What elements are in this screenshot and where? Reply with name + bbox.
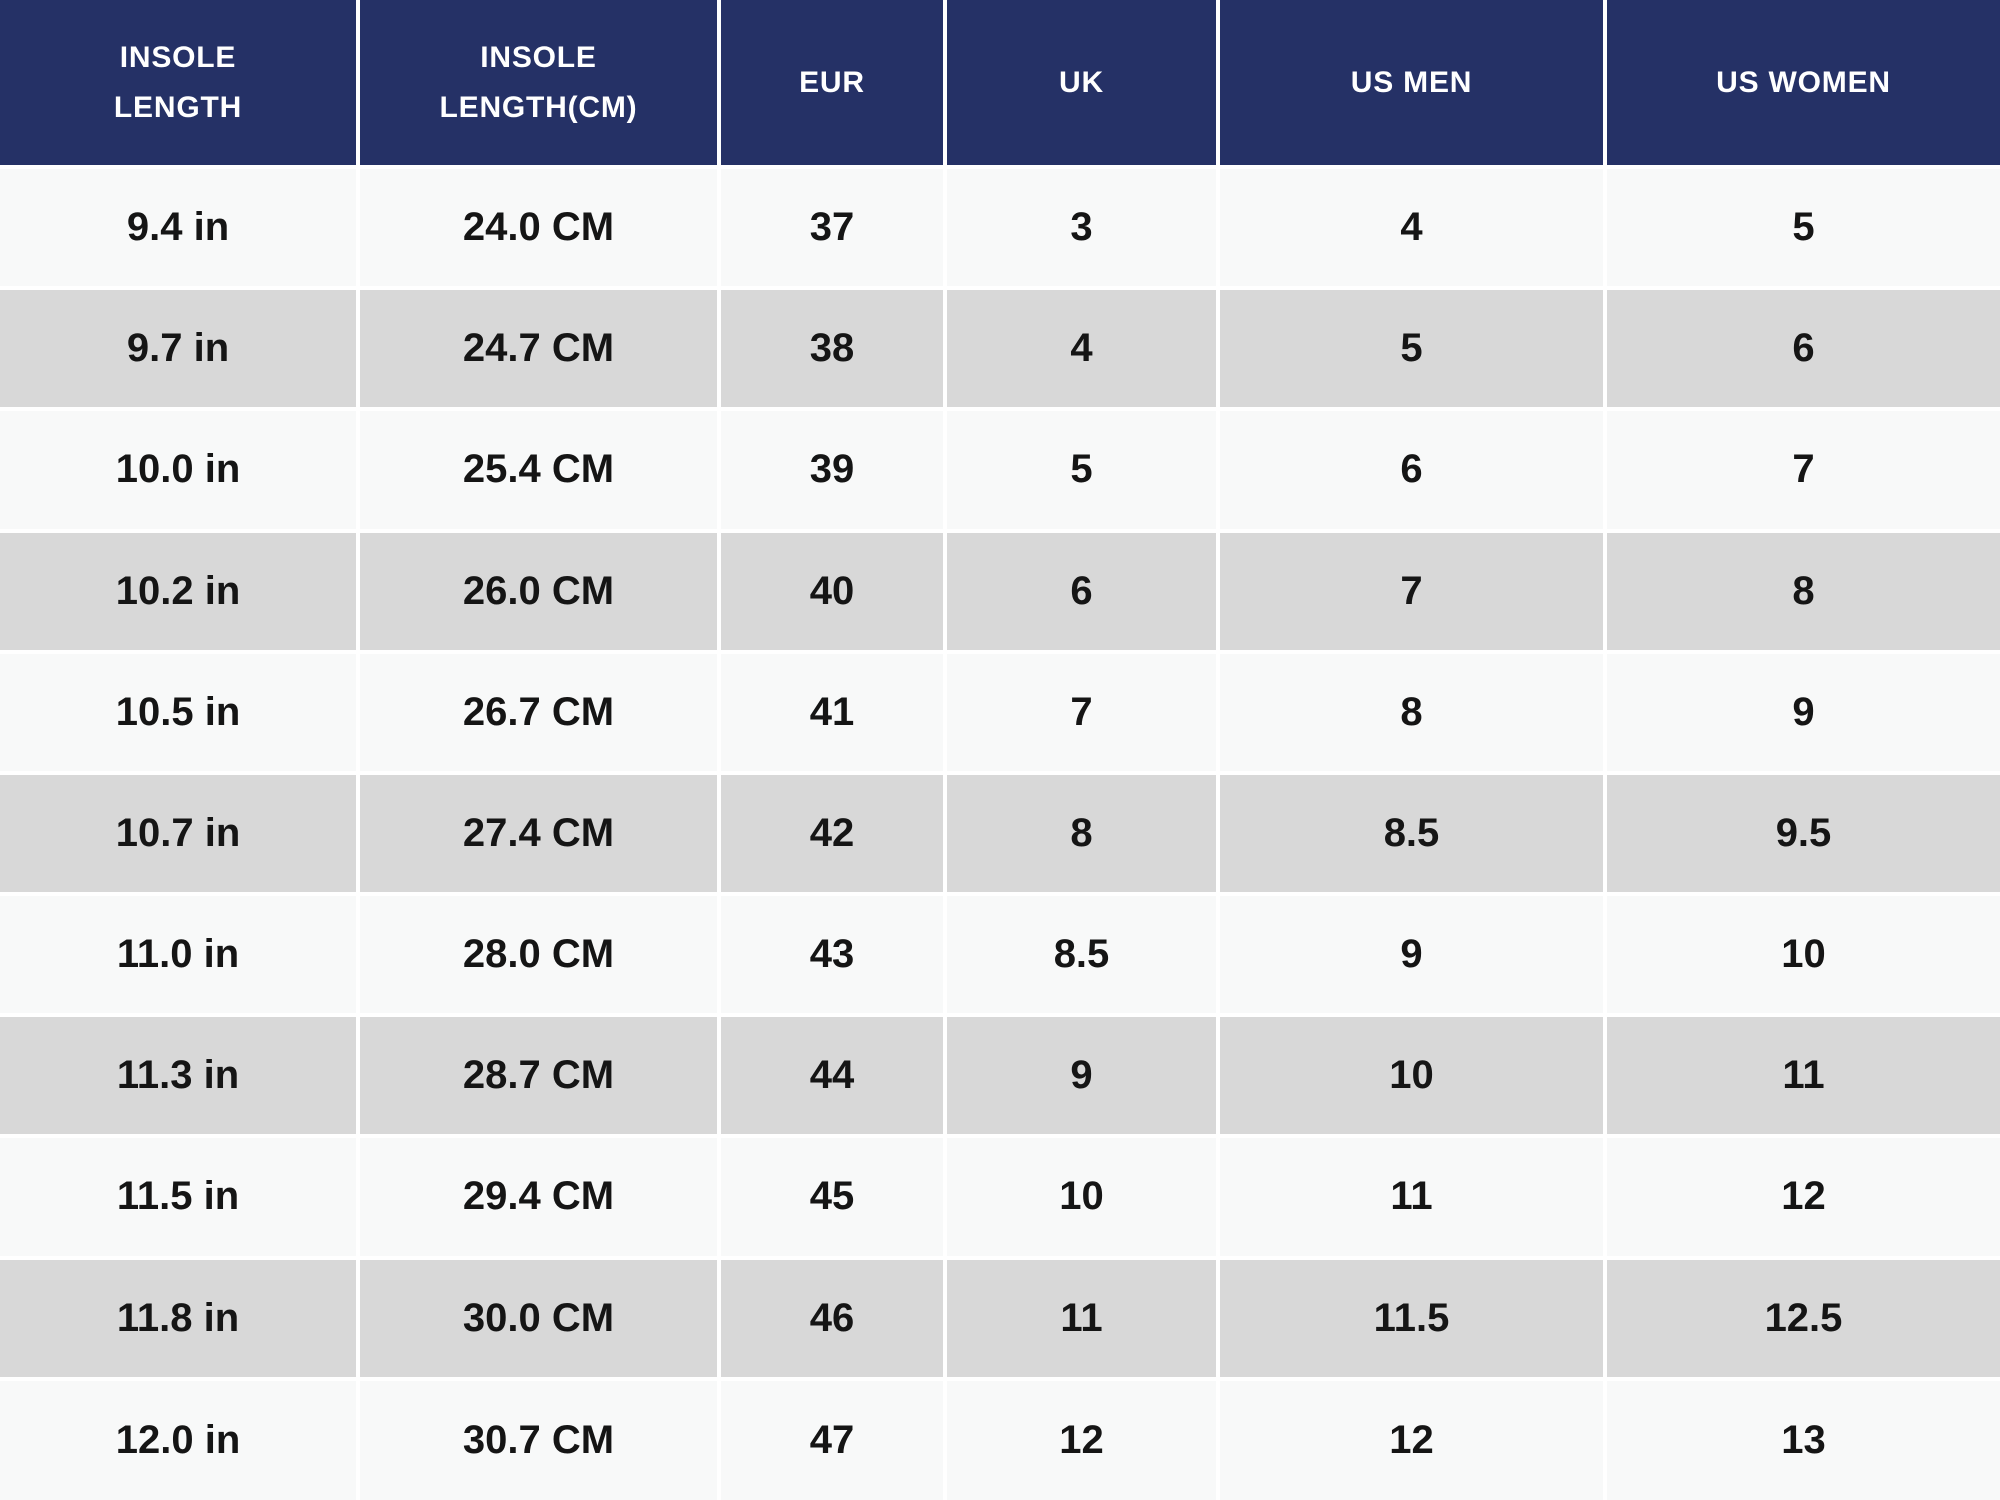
cell-us-men: 4 [1218, 164, 1607, 289]
cell-us-women: 5 [1605, 164, 2000, 289]
cell-insole-length-cm: 28.0 CM [358, 892, 721, 1016]
cell-eur: 43 [719, 892, 947, 1016]
header-cell-insole-length-cm: INSOLE LENGTH(CM) [358, 0, 721, 167]
cell-insole-length-cm: 28.7 CM [358, 1013, 721, 1137]
table-row: 11.8 in 30.0 CM 46 11 11.5 12.5 [0, 1255, 2000, 1379]
cell-uk: 10 [945, 1134, 1220, 1258]
cell-eur: 42 [719, 770, 947, 895]
cell-insole-length-cm: 30.0 CM [358, 1255, 721, 1379]
cell-us-men: 7 [1218, 528, 1607, 652]
cell-insole-length-cm: 26.0 CM [358, 528, 721, 652]
table-row: 11.3 in 28.7 CM 44 9 10 11 [0, 1013, 2000, 1137]
cell-us-men: 5 [1218, 286, 1607, 410]
cell-us-men: 10 [1218, 1013, 1607, 1137]
cell-us-men: 9 [1218, 892, 1607, 1016]
cell-us-women: 12.5 [1605, 1255, 2000, 1379]
cell-insole-length-cm: 27.4 CM [358, 770, 721, 895]
table-row: 9.7 in 24.7 CM 38 4 5 6 [0, 286, 2000, 410]
cell-us-women: 9 [1605, 649, 2000, 773]
cell-uk: 9 [945, 1013, 1220, 1137]
cell-us-men: 12 [1218, 1376, 1607, 1500]
cell-insole-length-cm: 26.7 CM [358, 649, 721, 773]
cell-insole-length: 11.8 in [0, 1255, 360, 1379]
cell-eur: 38 [719, 286, 947, 410]
table-row: 11.0 in 28.0 CM 43 8.5 9 10 [0, 892, 2000, 1016]
cell-us-women: 8 [1605, 528, 2000, 652]
cell-uk: 4 [945, 286, 1220, 410]
cell-eur: 47 [719, 1376, 947, 1500]
cell-insole-length: 10.2 in [0, 528, 360, 652]
header-cell-insole-length: INSOLE LENGTH [0, 0, 360, 167]
cell-uk: 7 [945, 649, 1220, 773]
cell-us-women: 12 [1605, 1134, 2000, 1258]
cell-us-men: 11 [1218, 1134, 1607, 1258]
cell-insole-length: 9.7 in [0, 286, 360, 410]
cell-eur: 44 [719, 1013, 947, 1137]
cell-insole-length-cm: 24.0 CM [358, 164, 721, 289]
table-row: 9.4 in 24.0 CM 37 3 4 5 [0, 164, 2000, 289]
header-cell-us-men: US MEN [1218, 0, 1607, 167]
header-cell-eur: EUR [719, 0, 947, 167]
cell-uk: 6 [945, 528, 1220, 652]
cell-insole-length: 11.3 in [0, 1013, 360, 1137]
cell-eur: 37 [719, 164, 947, 289]
header-cell-us-women: US WOMEN [1605, 0, 2000, 167]
table-row: 10.0 in 25.4 CM 39 5 6 7 [0, 407, 2000, 531]
cell-us-women: 11 [1605, 1013, 2000, 1137]
table-body: 9.4 in 24.0 CM 37 3 4 5 9.7 in 24.7 CM 3… [0, 164, 2000, 1500]
cell-us-women: 13 [1605, 1376, 2000, 1500]
table-row: 11.5 in 29.4 CM 45 10 11 12 [0, 1134, 2000, 1258]
cell-uk: 12 [945, 1376, 1220, 1500]
cell-insole-length: 11.5 in [0, 1134, 360, 1258]
cell-insole-length: 10.7 in [0, 770, 360, 895]
cell-us-women: 7 [1605, 407, 2000, 531]
table-row: 12.0 in 30.7 CM 47 12 12 13 [0, 1376, 2000, 1500]
cell-us-women: 9.5 [1605, 770, 2000, 895]
cell-us-men: 11.5 [1218, 1255, 1607, 1379]
cell-insole-length: 10.5 in [0, 649, 360, 773]
cell-us-women: 6 [1605, 286, 2000, 410]
cell-us-men: 8 [1218, 649, 1607, 773]
header-cell-uk: UK [945, 0, 1220, 167]
cell-eur: 41 [719, 649, 947, 773]
cell-eur: 40 [719, 528, 947, 652]
cell-eur: 45 [719, 1134, 947, 1258]
cell-uk: 5 [945, 407, 1220, 531]
cell-insole-length-cm: 29.4 CM [358, 1134, 721, 1258]
cell-uk: 11 [945, 1255, 1220, 1379]
cell-us-men: 6 [1218, 407, 1607, 531]
table-header: INSOLE LENGTH INSOLE LENGTH(CM) EUR UK U… [0, 0, 2000, 167]
cell-eur: 46 [719, 1255, 947, 1379]
cell-uk: 8.5 [945, 892, 1220, 1016]
cell-insole-length-cm: 24.7 CM [358, 286, 721, 410]
cell-uk: 8 [945, 770, 1220, 895]
header-row: INSOLE LENGTH INSOLE LENGTH(CM) EUR UK U… [0, 0, 2000, 167]
cell-insole-length: 12.0 in [0, 1376, 360, 1500]
table-row: 10.2 in 26.0 CM 40 6 7 8 [0, 528, 2000, 652]
cell-insole-length: 10.0 in [0, 407, 360, 531]
table-row: 10.7 in 27.4 CM 42 8 8.5 9.5 [0, 770, 2000, 895]
cell-insole-length-cm: 25.4 CM [358, 407, 721, 531]
cell-insole-length-cm: 30.7 CM [358, 1376, 721, 1500]
cell-eur: 39 [719, 407, 947, 531]
cell-insole-length: 11.0 in [0, 892, 360, 1016]
cell-insole-length: 9.4 in [0, 164, 360, 289]
cell-us-men: 8.5 [1218, 770, 1607, 895]
cell-uk: 3 [945, 164, 1220, 289]
cell-us-women: 10 [1605, 892, 2000, 1016]
table-row: 10.5 in 26.7 CM 41 7 8 9 [0, 649, 2000, 773]
